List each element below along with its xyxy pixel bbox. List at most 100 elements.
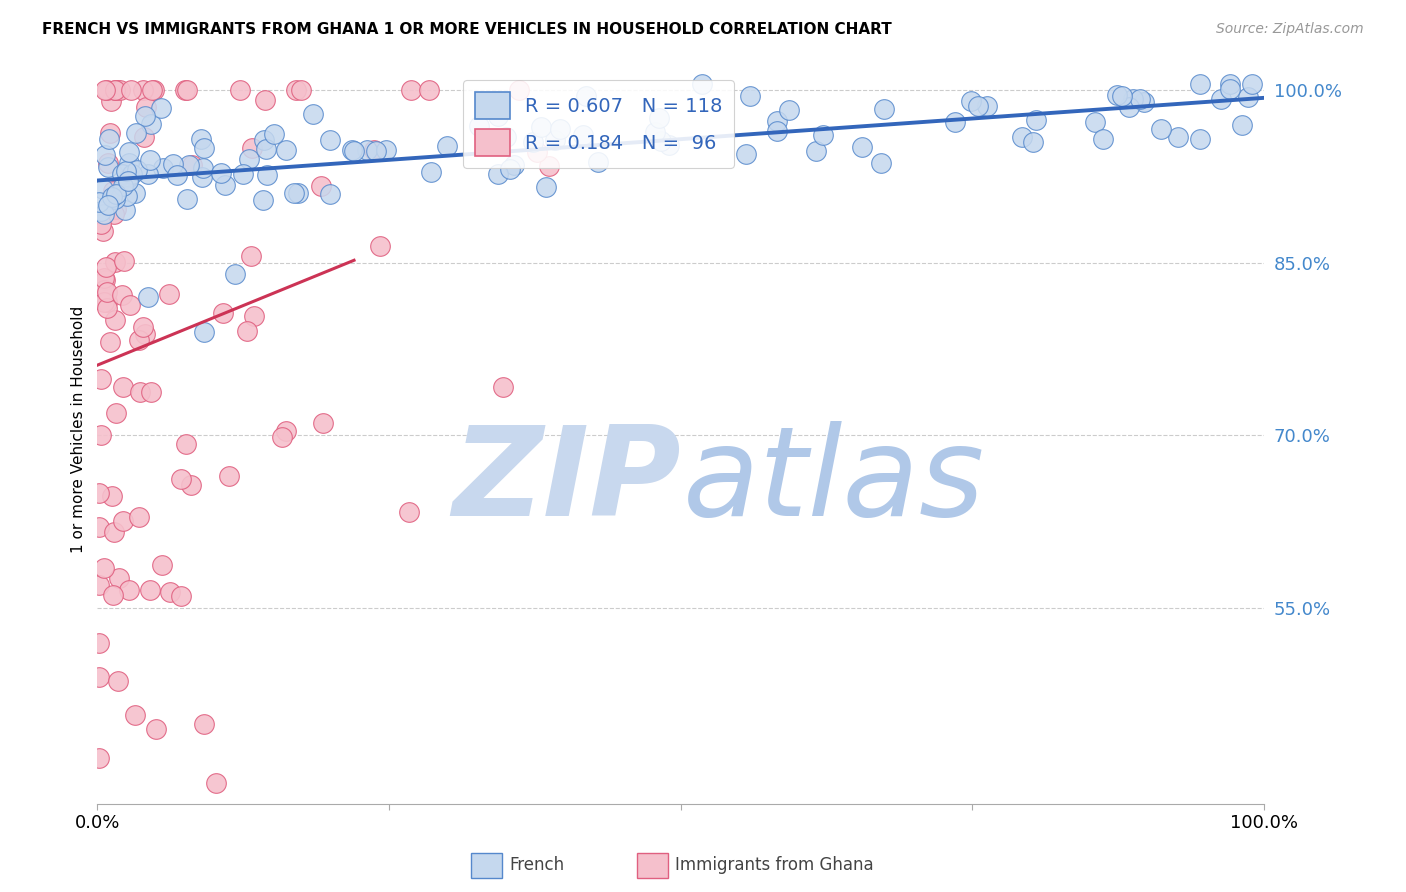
Point (966, 99, 988, 113)
Point (134, 327, 156, 342)
Point (538, 159, 561, 173)
Point (157, 286, 180, 301)
Point (356, 143, 378, 157)
Point (112, 514, 135, 528)
Point (120, 297, 142, 311)
Point (243, 310, 266, 324)
Point (107, 570, 129, 584)
Point (94, 148, 117, 162)
Point (139, 385, 162, 400)
Point (499, 162, 522, 177)
Point (111, 288, 134, 302)
Point (132, 83, 155, 97)
Point (101, 190, 124, 204)
Point (101, 588, 124, 602)
Point (112, 254, 135, 268)
Point (121, 167, 143, 181)
Point (1118, 100, 1140, 114)
Legend: R = 0.607   N = 118, R = 0.184   N =  96: R = 0.607 N = 118, R = 0.184 N = 96 (463, 80, 734, 168)
Point (224, 267, 246, 281)
Point (398, 505, 420, 519)
Point (508, 83, 530, 97)
Point (1211, 92, 1233, 106)
Point (98, 126, 121, 140)
Point (263, 128, 285, 142)
Point (90, 372, 112, 386)
Point (571, 128, 593, 143)
Point (239, 249, 262, 263)
Point (94, 83, 117, 97)
Point (212, 306, 235, 320)
Point (97, 156, 120, 170)
Point (96, 301, 118, 316)
Point (1111, 89, 1133, 103)
Point (486, 167, 509, 181)
Point (127, 162, 149, 177)
Point (89, 194, 111, 209)
Point (136, 167, 159, 181)
Point (214, 178, 236, 192)
Point (960, 94, 983, 108)
Point (104, 83, 127, 97)
Point (976, 98, 998, 112)
Point (181, 158, 204, 172)
Point (176, 437, 198, 451)
Point (1219, 77, 1241, 91)
Point (145, 722, 167, 736)
Point (128, 510, 150, 524)
Point (93, 295, 115, 310)
Y-axis label: 1 or more Vehicles in Household: 1 or more Vehicles in Household (72, 306, 86, 553)
Point (103, 524, 125, 539)
Point (658, 137, 681, 152)
Point (536, 180, 558, 194)
Point (467, 119, 489, 133)
Point (586, 155, 609, 169)
Point (811, 128, 834, 142)
Point (1150, 122, 1173, 136)
Point (170, 589, 193, 603)
Point (648, 111, 671, 125)
Point (104, 255, 127, 269)
Point (118, 145, 141, 160)
Point (1083, 115, 1105, 129)
Point (1240, 77, 1263, 91)
Point (180, 478, 202, 492)
Point (97, 198, 120, 212)
Point (343, 144, 366, 158)
Point (139, 117, 162, 131)
Point (91, 224, 114, 238)
Point (399, 83, 422, 97)
Point (252, 193, 274, 207)
Point (340, 143, 363, 157)
Point (100, 94, 122, 108)
Point (98, 335, 121, 350)
Point (166, 168, 188, 182)
Point (271, 430, 294, 444)
Point (1091, 132, 1114, 146)
Point (173, 83, 195, 97)
Point (138, 582, 160, 597)
Point (190, 132, 212, 146)
Point (418, 83, 440, 97)
Point (368, 239, 391, 253)
Point (125, 126, 148, 140)
Point (870, 156, 893, 170)
Point (87, 578, 110, 592)
Point (159, 585, 181, 599)
Point (139, 153, 162, 167)
Point (1133, 95, 1156, 110)
Point (530, 120, 553, 134)
Point (285, 83, 308, 97)
Point (94, 260, 117, 274)
Text: Immigrants from Ghana: Immigrants from Ghana (675, 856, 873, 874)
Point (193, 325, 215, 339)
Point (256, 168, 278, 182)
Point (548, 121, 571, 136)
Point (1011, 130, 1033, 145)
Point (112, 380, 135, 394)
Point (738, 89, 761, 103)
Point (87, 670, 110, 684)
Point (522, 136, 544, 150)
Point (778, 103, 800, 117)
Point (89, 520, 111, 534)
